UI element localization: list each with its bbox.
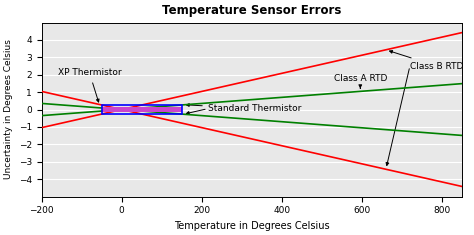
Text: XP Thermistor: XP Thermistor	[58, 68, 121, 102]
Text: Class A RTD: Class A RTD	[334, 74, 387, 88]
Bar	[102, 105, 182, 114]
Bar	[102, 107, 182, 112]
Y-axis label: Uncertainty in Degrees Celsius: Uncertainty in Degrees Celsius	[4, 39, 13, 180]
Title: Temperature Sensor Errors: Temperature Sensor Errors	[162, 4, 341, 17]
Text: Class B RTD: Class B RTD	[390, 51, 463, 70]
Text: Standard Thermistor: Standard Thermistor	[186, 104, 301, 113]
X-axis label: Temperature in Degrees Celsius: Temperature in Degrees Celsius	[174, 221, 329, 231]
